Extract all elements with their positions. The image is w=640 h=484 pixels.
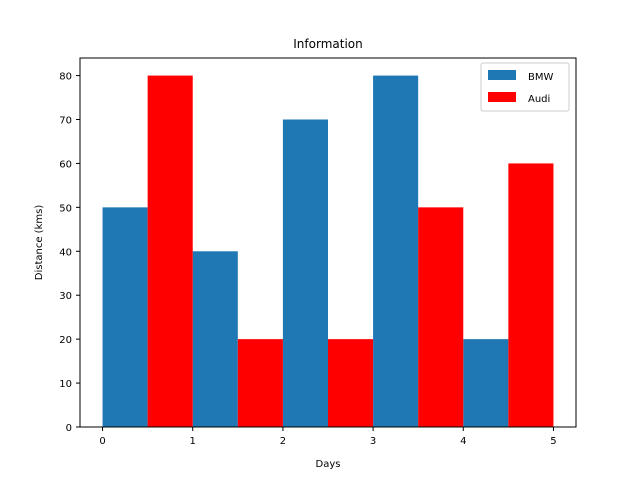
y-tick-label: 30 bbox=[59, 291, 72, 302]
legend-swatch-bmw bbox=[488, 70, 516, 80]
legend-swatch-audi bbox=[488, 92, 516, 102]
x-axis-ticks: 0 1 2 3 4 5 bbox=[99, 427, 557, 447]
x-tick-label: 5 bbox=[550, 436, 556, 447]
bar-audi-2 bbox=[328, 339, 374, 427]
y-tick-label: 60 bbox=[59, 159, 72, 170]
y-tick-label: 20 bbox=[59, 335, 72, 346]
y-tick-label: 0 bbox=[66, 423, 72, 434]
x-axis-label: Days bbox=[316, 459, 341, 470]
chart-title: Information bbox=[293, 37, 362, 51]
bar-bmw-3 bbox=[373, 75, 419, 428]
bar-bmw-1 bbox=[192, 251, 238, 427]
y-tick-label: 10 bbox=[59, 379, 72, 390]
y-tick-label: 50 bbox=[59, 203, 72, 214]
y-tick-label: 80 bbox=[59, 72, 72, 83]
x-tick-label: 0 bbox=[99, 436, 105, 447]
bar-bmw-2 bbox=[282, 119, 328, 427]
x-tick-label: 4 bbox=[460, 436, 466, 447]
bar-audi-4 bbox=[508, 163, 554, 427]
plot-frame bbox=[79, 57, 577, 428]
x-tick-label: 3 bbox=[370, 436, 376, 447]
bar-bmw-0 bbox=[102, 207, 148, 427]
legend-label-audi: Audi bbox=[528, 94, 550, 105]
y-axis-label: Distance (kms) bbox=[34, 205, 45, 281]
y-tick-label: 70 bbox=[59, 116, 72, 127]
y-tick-label: 40 bbox=[59, 247, 72, 258]
y-axis-ticks: 0 10 20 30 40 50 60 70 80 bbox=[59, 72, 80, 434]
legend-label-bmw: BMW bbox=[528, 72, 553, 83]
x-tick-label: 1 bbox=[190, 436, 196, 447]
bar-audi-1 bbox=[237, 339, 283, 427]
bar-audi-3 bbox=[418, 207, 464, 427]
legend: BMW Audi bbox=[480, 62, 570, 112]
x-tick-label: 2 bbox=[280, 436, 286, 447]
bar-audi-0 bbox=[147, 75, 193, 428]
bar-bmw-4 bbox=[463, 339, 509, 427]
bars-layer bbox=[102, 75, 554, 428]
